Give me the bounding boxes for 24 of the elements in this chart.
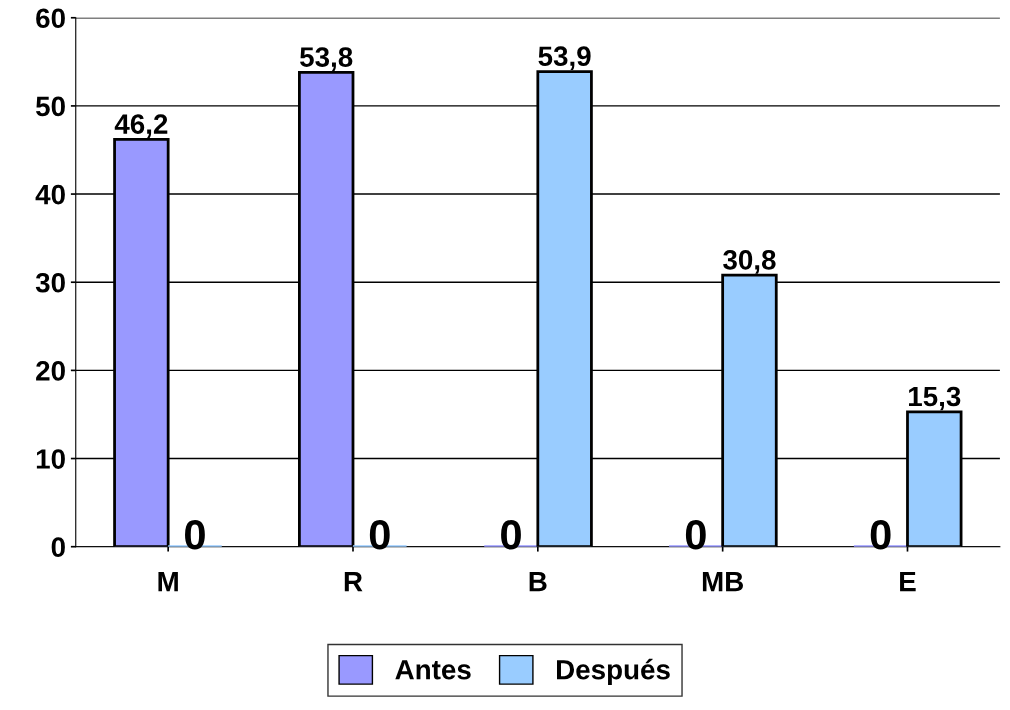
y-tick-label: 30 bbox=[35, 272, 65, 293]
y-tick-label: 40 bbox=[35, 184, 65, 205]
y-tick-label: 0 bbox=[51, 537, 65, 558]
data-label: 0 bbox=[185, 520, 205, 550]
data-label: 15,3 bbox=[909, 386, 961, 411]
data-label: 0 bbox=[685, 520, 706, 550]
legend-label: Antes bbox=[395, 660, 471, 680]
x-tick-label: MB bbox=[702, 572, 743, 592]
data-label: 46,2 bbox=[114, 114, 168, 138]
data-label: 0 bbox=[501, 520, 521, 550]
x-tick-label: M bbox=[158, 572, 178, 592]
x-tick-label: R bbox=[344, 572, 363, 592]
legend-label: Después bbox=[557, 658, 670, 685]
y-tick-label: 10 bbox=[36, 449, 65, 469]
data-label: 30,8 bbox=[723, 250, 776, 274]
x-tick-label: B bbox=[529, 572, 547, 592]
data-label: 0 bbox=[870, 520, 891, 550]
y-tick-label: 50 bbox=[35, 96, 65, 117]
data-label: 0 bbox=[369, 520, 390, 550]
data-label: 53,9 bbox=[538, 46, 591, 71]
y-tick-label: 60 bbox=[36, 8, 65, 29]
x-tick-label: E bbox=[900, 572, 916, 592]
data-label: 53,8 bbox=[300, 47, 353, 71]
y-tick-label: 20 bbox=[36, 361, 65, 381]
